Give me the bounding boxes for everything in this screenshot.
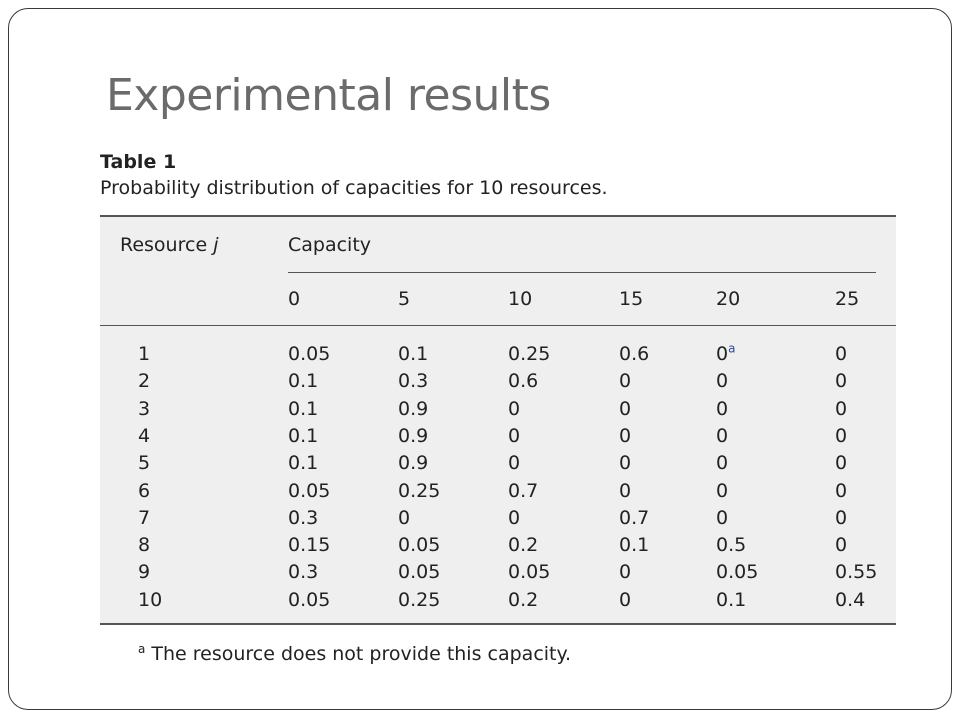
value-cell: 0.25 [398, 588, 441, 611]
value-cell: 0.1 [288, 424, 319, 447]
table-row: 1 0.05 0.1 0.25 0.6 0a 0 [100, 343, 896, 370]
slide-title: Experimental results [106, 70, 551, 121]
value-cell: 0.05 [288, 479, 331, 502]
value-cell: 0.9 [398, 397, 429, 420]
resource-cell: 2 [138, 370, 151, 393]
table-label: Table 1 [100, 151, 177, 173]
value-cell: 0 [716, 479, 729, 502]
value-cell: 0 [835, 397, 848, 420]
value-cell: 0 [835, 479, 848, 502]
table-row: 5 0.1 0.9 0 0 0 0 [100, 452, 896, 479]
resource-cell: 1 [138, 343, 151, 365]
value-cell: 0.3 [288, 506, 319, 529]
header-capacity-group: Capacity [288, 234, 372, 256]
value-cell: 0 [619, 424, 632, 447]
table-footnote: a The resource does not provide this capa… [138, 643, 571, 665]
header-capacity-rule [288, 272, 876, 273]
value-cell: 0.1 [619, 534, 650, 557]
table-row: 7 0.3 0 0 0.7 0 0 [100, 507, 896, 534]
value-cell: 0.5 [716, 534, 747, 557]
value-cell: 0 [835, 452, 848, 475]
value-cell: 0.05 [716, 561, 759, 584]
value-cell: 0.1 [288, 397, 319, 420]
table-row: 9 0.3 0.05 0.05 0 0.05 0.55 [100, 561, 896, 588]
header-capacity-15: 15 [619, 288, 644, 310]
resource-cell: 10 [138, 588, 163, 611]
table-row: 3 0.1 0.9 0 0 0 0 [100, 398, 896, 425]
value-cell: 0.6 [619, 343, 650, 365]
value-cell: 0a [716, 341, 736, 365]
header-capacity-20: 20 [716, 288, 741, 310]
value-cell: 0 [716, 397, 729, 420]
value-cell: 0 [619, 588, 632, 611]
value-cell: 0 [716, 452, 729, 475]
resource-cell: 6 [138, 479, 151, 502]
table-row: 4 0.1 0.9 0 0 0 0 [100, 425, 896, 452]
header-resource: Resource j [120, 234, 219, 256]
value-cell: 0.25 [398, 479, 441, 502]
value-cell: 0.05 [288, 588, 331, 611]
value-cell: 0.05 [508, 561, 551, 584]
value-cell: 0.1 [288, 370, 319, 393]
footnote-mark: a [138, 641, 146, 656]
value-cell: 0 [835, 343, 848, 365]
value-cell: 0 [716, 370, 729, 393]
value-cell: 0.4 [835, 588, 866, 611]
table-row: 8 0.15 0.05 0.2 0.1 0.5 0 [100, 534, 896, 561]
resource-cell: 9 [138, 561, 151, 584]
value-cell: 0 [508, 424, 521, 447]
capacity-table: Resource j Capacity 0 5 10 15 20 25 1 0.05 0.1 0… [100, 215, 896, 625]
value-cell: 0.1 [716, 588, 747, 611]
value-cell: 0 [835, 424, 848, 447]
value-cell: 0 [619, 561, 632, 584]
value-cell: 0 [619, 479, 632, 502]
header-divider [100, 325, 896, 326]
value-cell: 0.55 [835, 561, 878, 584]
table-caption: Probability distribution of capacities f… [100, 177, 608, 199]
value-cell: 0 [835, 506, 848, 529]
value-cell: 0.3 [398, 370, 429, 393]
value-cell: 0.05 [398, 534, 441, 557]
resource-cell: 4 [138, 424, 151, 447]
value-cell: 0.9 [398, 452, 429, 475]
value-cell: 0.25 [508, 343, 551, 365]
value-cell: 0 [508, 397, 521, 420]
value-cell: 0.1 [398, 343, 429, 365]
resource-cell: 7 [138, 506, 151, 529]
header-capacity-0: 0 [288, 288, 301, 310]
header-capacity-10: 10 [508, 288, 533, 310]
value-cell: 0.6 [508, 370, 539, 393]
value-cell: 0.3 [288, 561, 319, 584]
resource-cell: 5 [138, 452, 151, 475]
value-cell: 0 [508, 506, 521, 529]
footnote-ref: a [728, 341, 736, 356]
footnote-text: The resource does not provide this capac… [151, 643, 572, 665]
value-cell: 0.2 [508, 588, 539, 611]
value-cell: 0 [716, 424, 729, 447]
value-cell: 0.05 [398, 561, 441, 584]
value-cell: 0.05 [288, 343, 331, 365]
resource-cell: 8 [138, 534, 151, 557]
value-cell: 0.7 [508, 479, 539, 502]
value-cell: 0.15 [288, 534, 331, 557]
value-cell: 0 [835, 534, 848, 557]
value-cell: 0 [619, 397, 632, 420]
value-cell: 0 [398, 506, 411, 529]
value-cell: 0 [835, 370, 848, 393]
resource-cell: 3 [138, 397, 151, 420]
header-capacity-5: 5 [398, 288, 411, 310]
table-row: 2 0.1 0.3 0.6 0 0 0 [100, 370, 896, 397]
header-capacity-25: 25 [835, 288, 860, 310]
value-cell: 0 [619, 370, 632, 393]
value-cell: 0.2 [508, 534, 539, 557]
value-cell: 0.7 [619, 506, 650, 529]
table-row: 10 0.05 0.25 0.2 0 0.1 0.4 [100, 589, 896, 616]
value-cell: 0.9 [398, 424, 429, 447]
value-cell: 0 [716, 506, 729, 529]
value-cell: 0.1 [288, 452, 319, 475]
value-cell: 0 [619, 452, 632, 475]
table-row: 6 0.05 0.25 0.7 0 0 0 [100, 480, 896, 507]
value-cell: 0 [508, 452, 521, 475]
